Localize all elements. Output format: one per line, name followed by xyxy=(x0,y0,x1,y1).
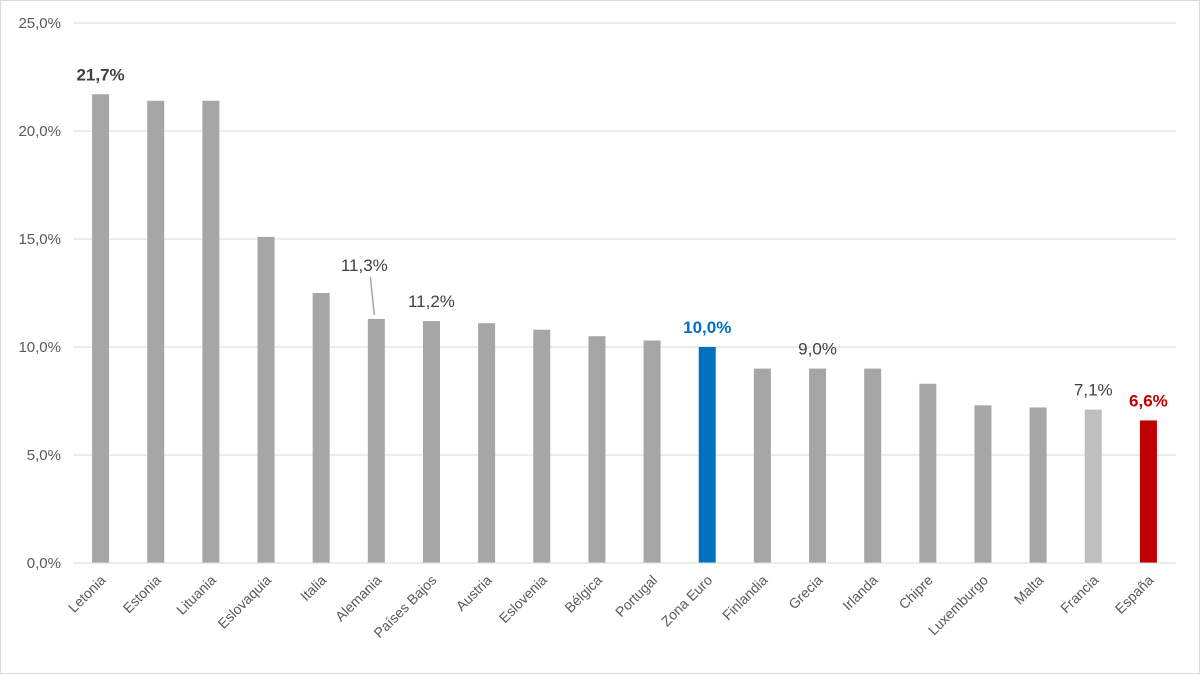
bars xyxy=(92,94,1157,563)
x-category-label: Zona Euro xyxy=(658,572,716,630)
data-label: 6,6% xyxy=(1129,391,1168,410)
bar xyxy=(202,100,220,563)
x-category-label: Austria xyxy=(453,572,495,614)
x-category-label: Malta xyxy=(1011,572,1047,608)
leader-lines xyxy=(369,276,376,315)
y-tick-label: 25,0% xyxy=(18,15,61,32)
x-category-label: Estonia xyxy=(120,572,164,616)
y-axis-tick-labels: 0,0% 5,0% 10,0% 15,0% 20,0% 25,0% xyxy=(18,15,61,572)
x-category-label: Irlanda xyxy=(839,572,881,614)
bar xyxy=(1084,409,1102,563)
bar xyxy=(147,100,165,563)
gridlines xyxy=(73,22,1176,456)
x-category-label: Grecia xyxy=(785,572,826,613)
y-tick-label: 20,0% xyxy=(18,123,61,140)
bar xyxy=(92,94,110,563)
y-tick-label: 10,0% xyxy=(18,339,61,356)
x-category-label: Bélgica xyxy=(561,572,605,616)
data-label: 11,2% xyxy=(408,292,455,311)
x-category-label: Chipre xyxy=(895,572,936,613)
bar xyxy=(1029,407,1047,563)
data-label: 9,0% xyxy=(798,340,837,359)
x-category-label: Alemania xyxy=(332,572,385,625)
x-category-label: Eslovenia xyxy=(496,572,550,626)
x-category-label: Letonia xyxy=(65,572,109,616)
x-category-label: Eslovaquia xyxy=(214,572,274,632)
bar xyxy=(919,383,937,563)
x-category-label: Luxemburgo xyxy=(925,572,991,638)
bar xyxy=(698,347,716,563)
bar xyxy=(533,329,551,563)
bar xyxy=(809,368,827,563)
data-label: 7,1% xyxy=(1074,381,1113,400)
x-category-label: España xyxy=(1112,572,1157,617)
y-tick-label: 15,0% xyxy=(18,231,61,248)
data-label: 10,0% xyxy=(683,318,731,337)
data-labels: 21,7% 11,3% 11,2% 10,0% 9,0% 7,1% 6,6% xyxy=(76,65,1167,410)
y-tick-label: 5,0% xyxy=(27,447,61,464)
x-category-label: Finlandia xyxy=(719,572,771,624)
bar xyxy=(864,368,882,563)
bar xyxy=(422,321,440,563)
bar xyxy=(643,340,661,563)
bar xyxy=(478,323,496,563)
x-category-label: Italia xyxy=(297,572,329,604)
bar xyxy=(257,236,275,563)
data-label: 21,7% xyxy=(76,65,124,84)
leader-line xyxy=(369,276,376,315)
x-category-label: Portugal xyxy=(612,572,660,620)
data-label: 11,3% xyxy=(341,256,388,275)
bar xyxy=(753,368,771,563)
bar xyxy=(974,405,992,563)
y-tick-label: 0,0% xyxy=(27,555,61,572)
bar xyxy=(588,336,606,563)
bar xyxy=(312,293,330,563)
x-category-label: Francia xyxy=(1057,572,1101,616)
bar xyxy=(1139,420,1157,563)
x-category-label: Lituania xyxy=(173,572,219,618)
bar xyxy=(367,318,385,563)
